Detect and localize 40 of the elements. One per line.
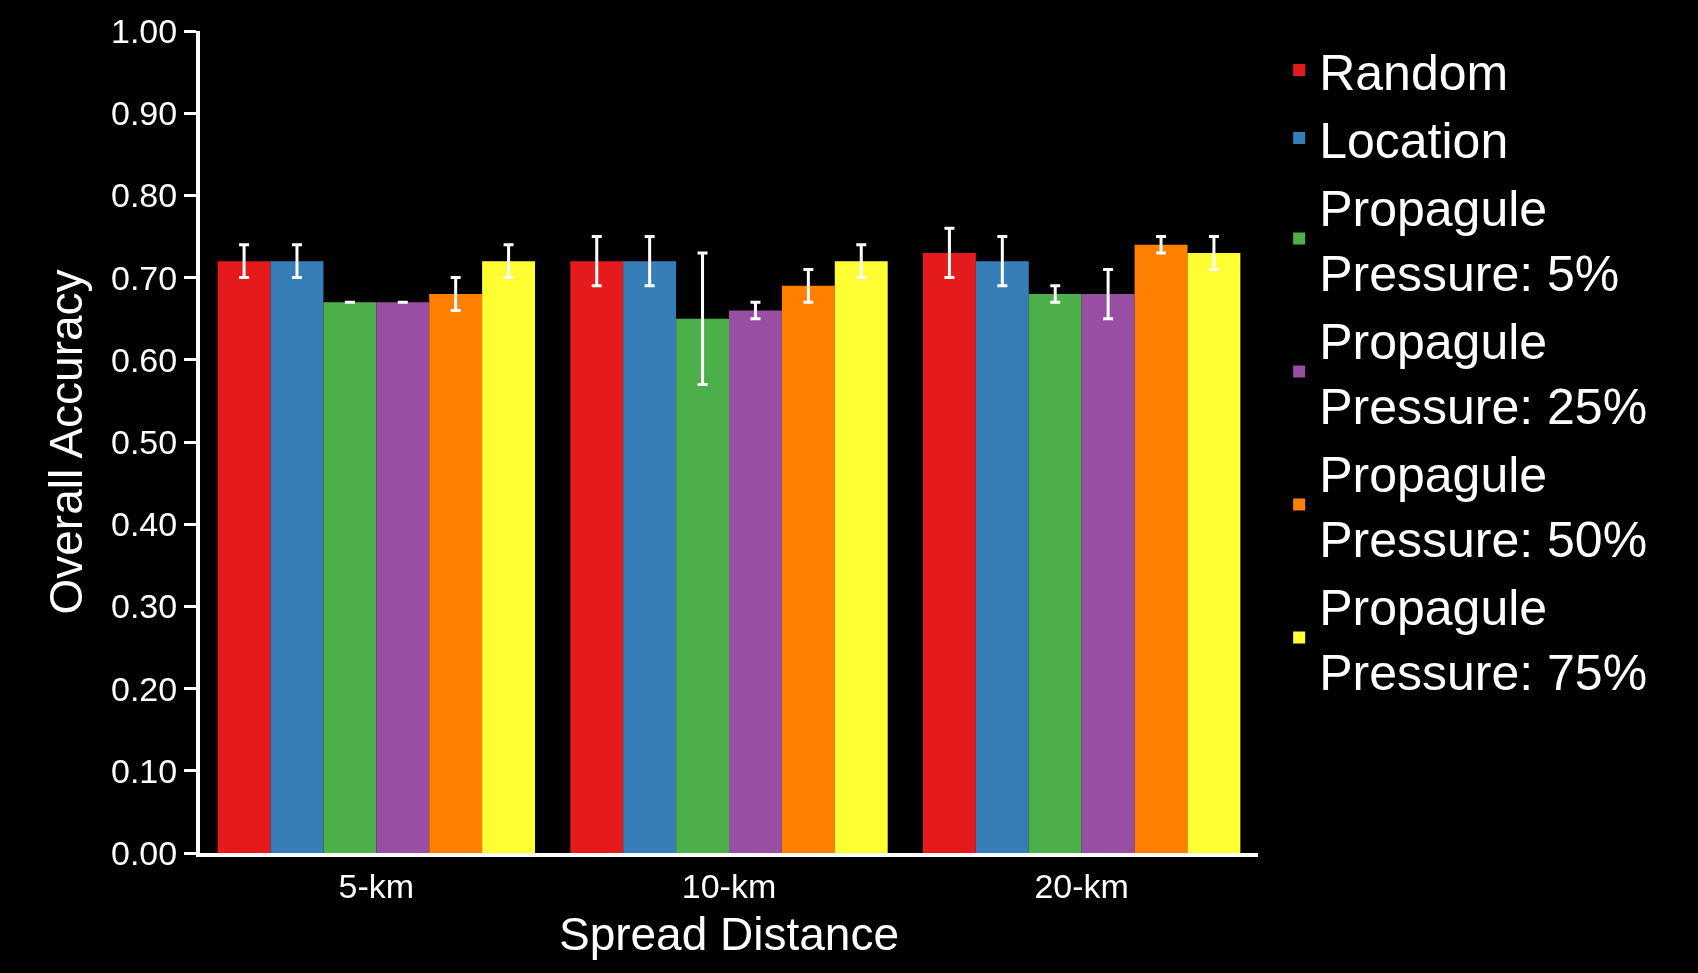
legend-label: Propagule Pressure: 5% bbox=[1319, 180, 1620, 302]
y-tick-label: 0.80 bbox=[111, 176, 178, 215]
bar bbox=[323, 302, 377, 853]
y-tick-label: 0.50 bbox=[111, 422, 178, 461]
y-tick-label: 0.10 bbox=[111, 751, 178, 790]
legend-label: Propagule Pressure: 50% bbox=[1319, 446, 1648, 568]
bar bbox=[676, 318, 729, 853]
bar bbox=[217, 261, 271, 853]
legend-label: Propagule Pressure: 25% bbox=[1319, 313, 1648, 435]
legend-label: Random bbox=[1319, 44, 1509, 101]
y-tick-label: 0.20 bbox=[111, 669, 178, 708]
x-axis-title: Spread Distance bbox=[558, 908, 900, 960]
bar bbox=[623, 261, 677, 853]
bar bbox=[922, 252, 976, 853]
x-tick-label: 10-km bbox=[681, 866, 777, 905]
legend-label: Propagule Pressure: 75% bbox=[1319, 579, 1648, 701]
bar bbox=[975, 261, 1029, 853]
bar bbox=[429, 294, 483, 853]
bar bbox=[1134, 244, 1188, 853]
y-tick-label: 0.90 bbox=[111, 94, 178, 133]
y-tick-label: 0.70 bbox=[111, 258, 178, 297]
y-tick-label: 0.00 bbox=[111, 833, 178, 872]
y-axis-title: Overall Accuracy bbox=[39, 269, 92, 615]
y-tick-label: 1.00 bbox=[111, 11, 178, 50]
bar bbox=[570, 261, 624, 853]
bar bbox=[270, 261, 324, 853]
bar bbox=[1081, 294, 1135, 853]
bar bbox=[376, 302, 430, 853]
y-tick-label: 0.30 bbox=[111, 587, 178, 626]
bar bbox=[781, 285, 835, 853]
x-tick-label: 5-km bbox=[338, 866, 415, 905]
bar bbox=[834, 261, 888, 853]
bar bbox=[1187, 252, 1241, 853]
x-tick-label: 20-km bbox=[1034, 866, 1129, 905]
y-tick-label: 0.60 bbox=[111, 340, 178, 379]
bar bbox=[1028, 294, 1082, 853]
bar bbox=[729, 310, 782, 853]
y-tick-label: 0.40 bbox=[111, 505, 178, 544]
legend-label: Location bbox=[1319, 112, 1509, 169]
bar bbox=[482, 261, 536, 853]
